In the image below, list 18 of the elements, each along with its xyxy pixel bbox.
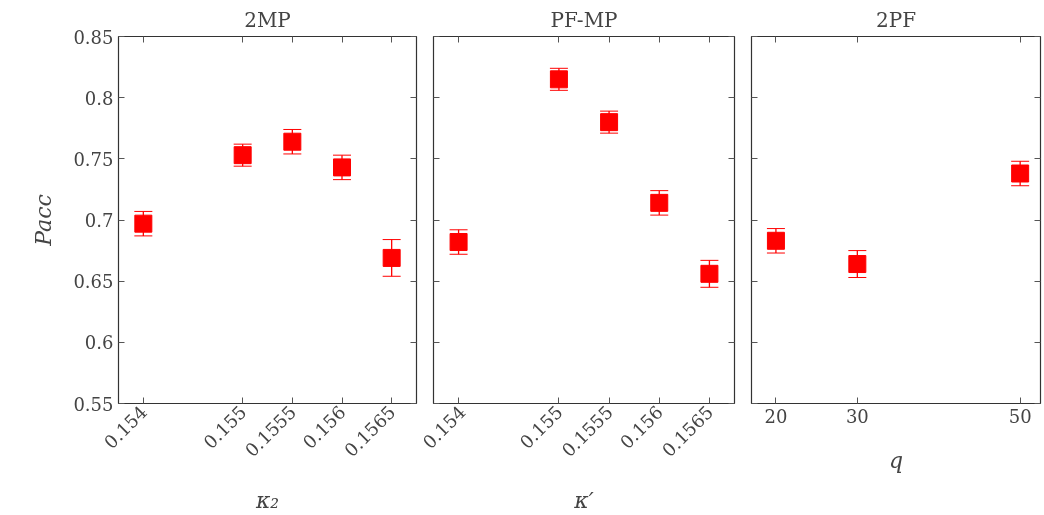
y-tick-label: 0.6	[84, 332, 114, 354]
chart-title: 2MP	[244, 7, 291, 32]
x-axis-title: κ′	[573, 487, 594, 513]
y-tick-label: 0.8	[84, 87, 114, 109]
x-axis-title: κ₂	[254, 487, 280, 513]
y-axis-title: Pacc	[31, 194, 57, 247]
chart-title: PF-MP	[550, 7, 618, 32]
y-tick-label: 0.85	[73, 26, 114, 48]
y-tick-label: 0.65	[73, 271, 114, 293]
y-tick-label: 0.7	[84, 210, 114, 231]
point	[382, 248, 401, 267]
point	[700, 264, 719, 283]
y-tick-label: 0.75	[73, 148, 114, 170]
x-tick-label: 20	[764, 405, 788, 427]
x-tick-label: 30	[845, 405, 869, 427]
chart-title: 2PF	[875, 7, 917, 32]
x-tick-label: 50	[1008, 405, 1032, 427]
x-axis-title: q	[888, 447, 904, 473]
